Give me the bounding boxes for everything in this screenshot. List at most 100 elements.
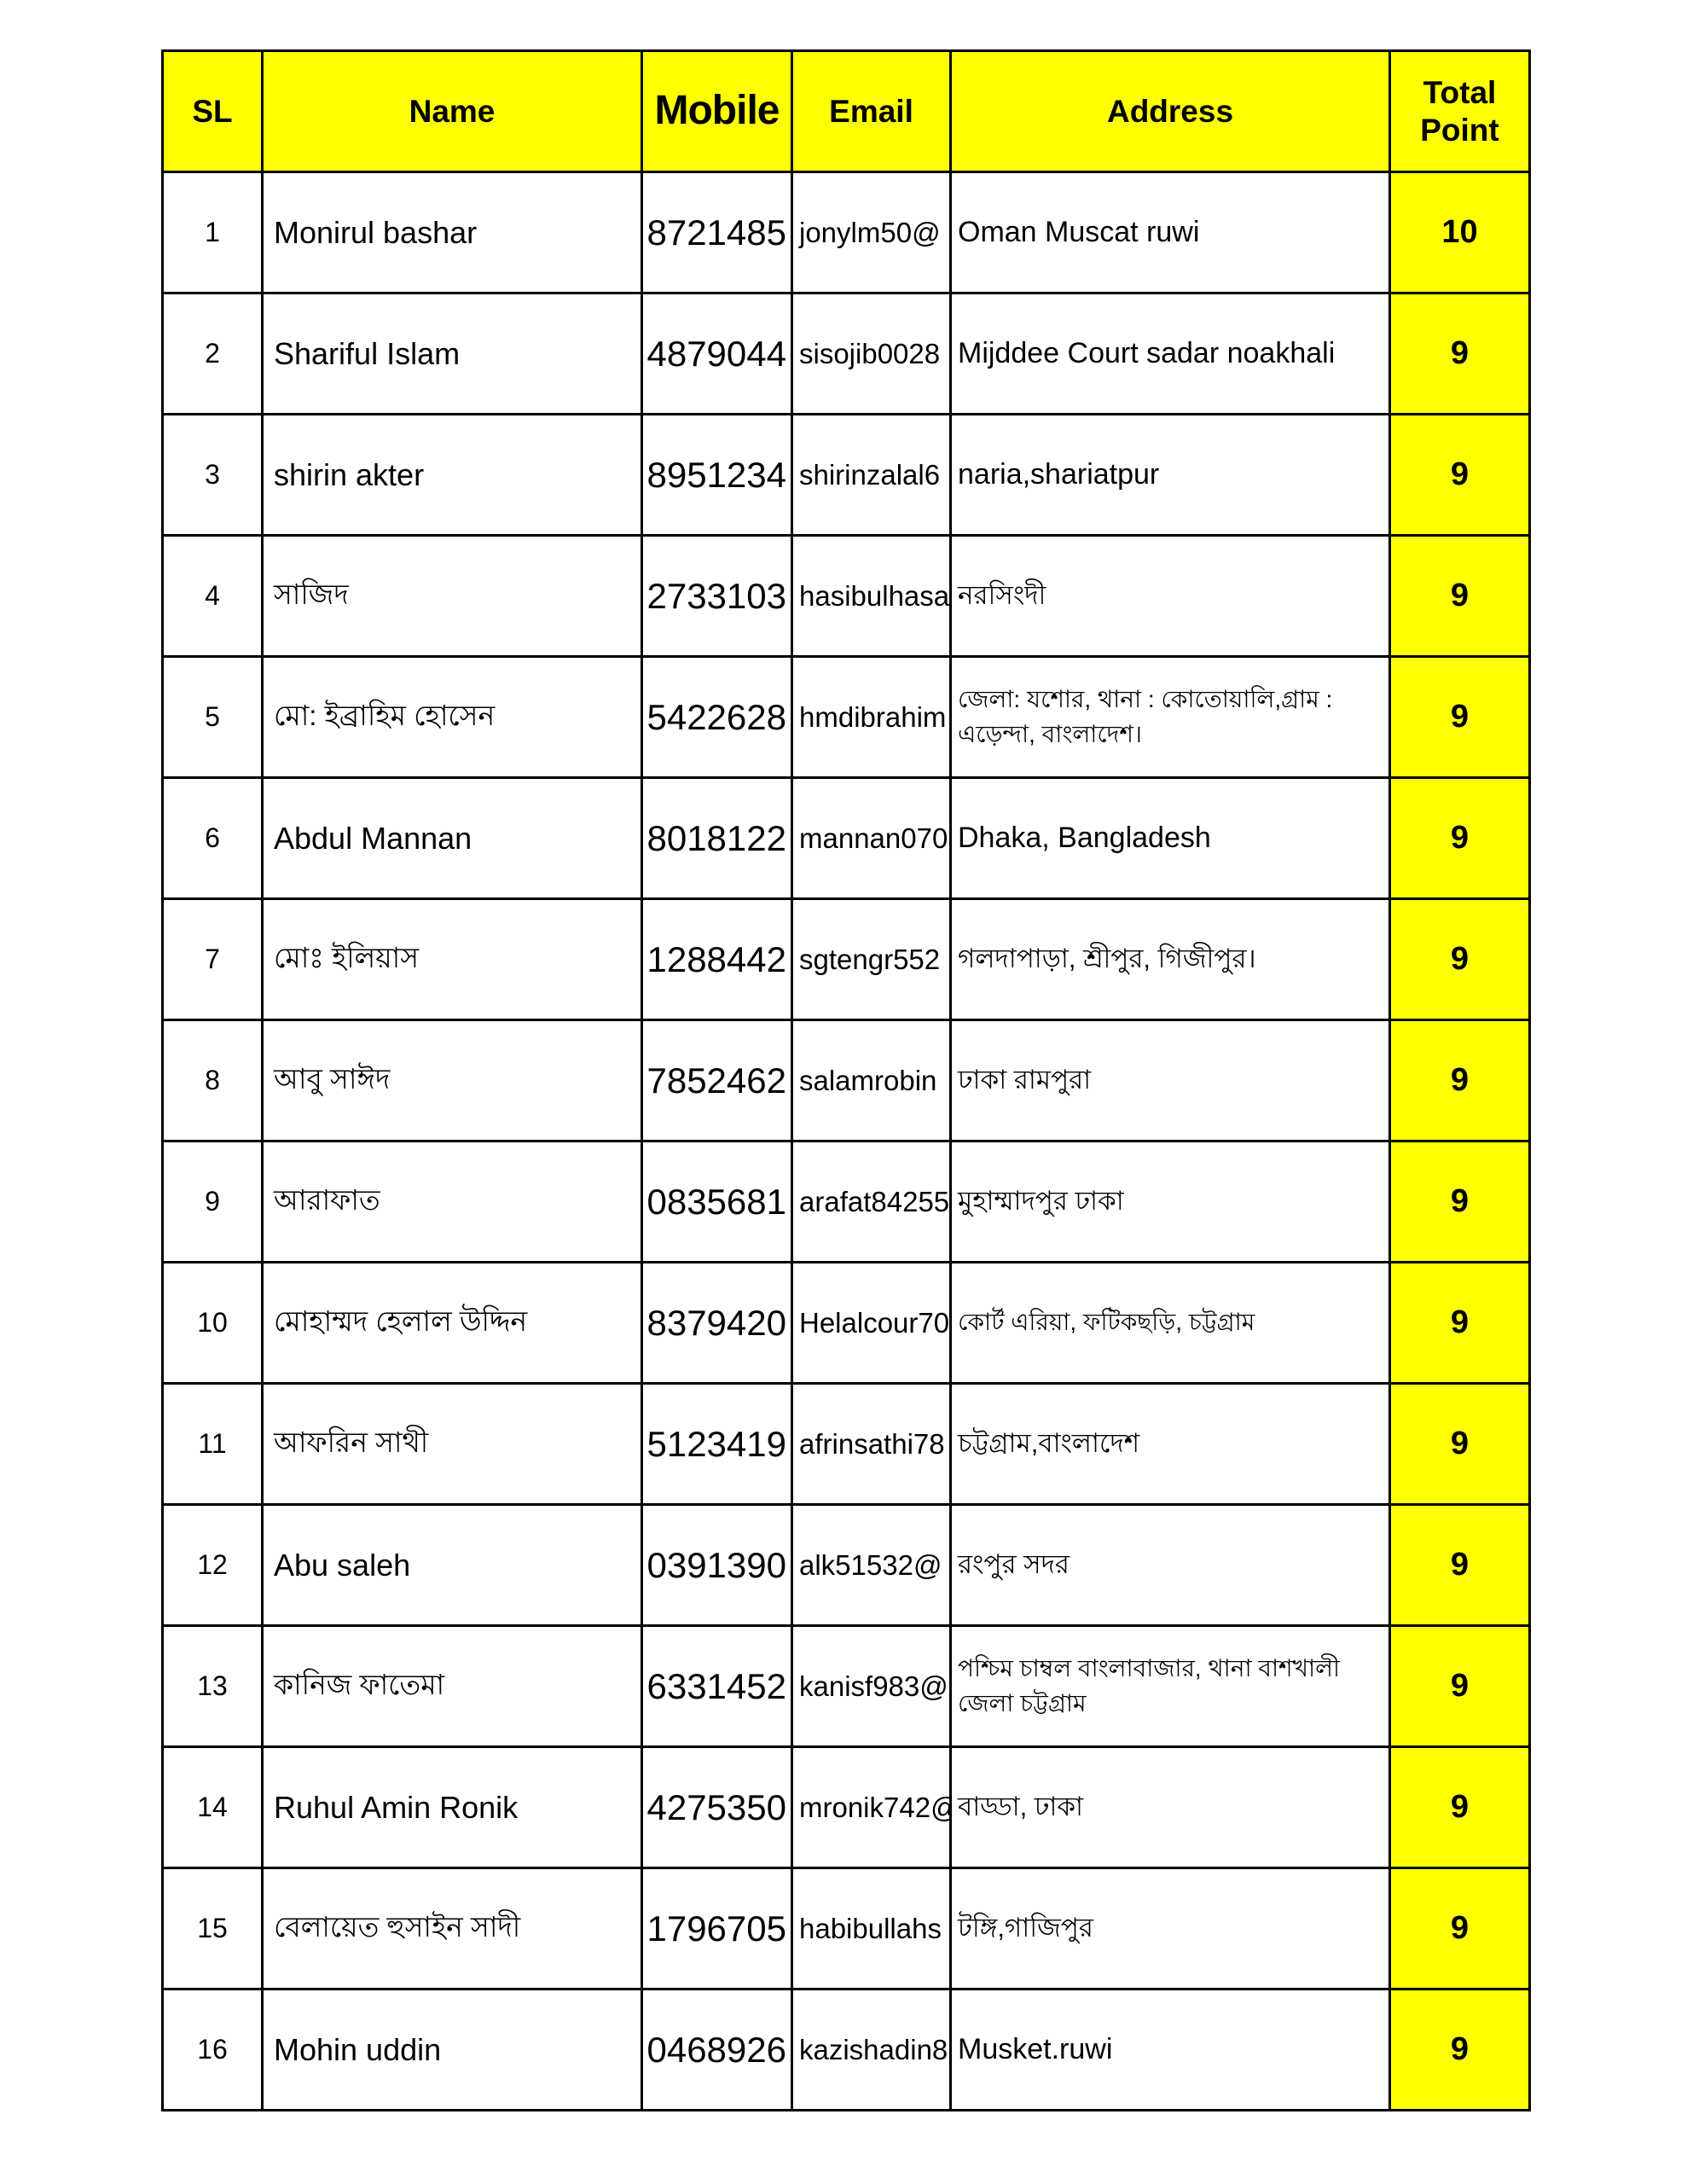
mobile-clip-region: 0835681 xyxy=(645,1144,790,1260)
cell-sl: 15 xyxy=(161,1867,264,1990)
cell-address: naria,shariatpur xyxy=(949,413,1391,537)
mobile-number: 5123419 xyxy=(646,1423,786,1464)
cell-name: Shariful Islam xyxy=(261,292,643,415)
mobile-number: 1288442 xyxy=(646,938,786,979)
cell-total-point: 10 xyxy=(1388,171,1531,294)
mobile-clip-region: 8951234 xyxy=(645,417,790,533)
cell-address: Dhaka, Bangladesh xyxy=(949,776,1391,900)
cell-name: মোঃ ইলিয়াস xyxy=(261,897,643,1021)
table-row: 10 মোহাম্মদ হেলাল উদ্দিন 8379420 Helalco… xyxy=(161,1261,1531,1385)
cell-mobile: 0391390 xyxy=(641,1503,793,1627)
cell-email: shirinzalal6 xyxy=(791,413,952,537)
cell-email: habibullahs xyxy=(791,1867,952,1990)
cell-mobile: 7852462 xyxy=(641,1019,793,1142)
cell-email: hasibulhasa xyxy=(791,534,952,658)
cell-mobile: 5123419 xyxy=(641,1382,793,1506)
cell-address: চট্টগ্রাম,বাংলাদেশ xyxy=(949,1382,1391,1506)
table-body: 1 Monirul bashar 8721485 jonylm50@ Oman … xyxy=(161,171,1531,2111)
cell-total-point: 9 xyxy=(1388,1624,1531,1748)
mobile-clip-region: 0468926 xyxy=(645,1992,790,2108)
cell-email: hmdibrahim xyxy=(791,655,952,779)
cell-email: sisojib0028 xyxy=(791,292,952,415)
mobile-number: 4879044 xyxy=(646,333,786,374)
cell-mobile: 5422628 xyxy=(641,655,793,779)
cell-sl: 7 xyxy=(161,897,264,1021)
cell-total-point: 9 xyxy=(1388,1261,1531,1385)
table-row: 16 Mohin uddin 0468926 kazishadin8 Muske… xyxy=(161,1988,1531,2111)
table-row: 2 Shariful Islam 4879044 sisojib0028 Mij… xyxy=(161,292,1531,415)
table-row: 15 বেলায়েত হুসাইন সাদী 1796705 habibull… xyxy=(161,1867,1531,1990)
table-row: 7 মোঃ ইলিয়াস 1288442 sgtengr552 গলদাপাড… xyxy=(161,897,1531,1021)
mobile-number: 8721485 xyxy=(646,212,786,253)
header-cell-sl: SL xyxy=(161,49,264,173)
mobile-clip-region: 4275350 xyxy=(645,1750,790,1866)
cell-email: arafat84255 xyxy=(791,1140,952,1263)
cell-sl: 10 xyxy=(161,1261,264,1385)
mobile-number: 8379420 xyxy=(646,1302,786,1343)
cell-email: mronik742@ xyxy=(791,1745,952,1869)
contacts-table: SL Name Mobile Email Address Total Point… xyxy=(161,49,1531,2111)
table-row: 8 আবু সাঈদ 7852462 salamrobin ঢাকা রামপু… xyxy=(161,1019,1531,1142)
cell-total-point: 9 xyxy=(1388,1988,1531,2111)
mobile-clip-region: 0391390 xyxy=(645,1507,790,1623)
cell-sl: 5 xyxy=(161,655,264,779)
header-cell-address: Address xyxy=(949,49,1391,173)
table-row: 11 আফরিন সাথী 5123419 afrinsathi78 চট্টগ… xyxy=(161,1382,1531,1506)
cell-address: কোর্ট এরিয়া, ফটিকছড়ি, চট্টগ্রাম xyxy=(949,1261,1391,1385)
table-row: 1 Monirul bashar 8721485 jonylm50@ Oman … xyxy=(161,171,1531,294)
cell-email: alk51532@ xyxy=(791,1503,952,1627)
cell-address: নরসিংদী xyxy=(949,534,1391,658)
cell-sl: 9 xyxy=(161,1140,264,1263)
cell-name: কানিজ ফাতেমা xyxy=(261,1624,643,1748)
table-row: 13 কানিজ ফাতেমা 6331452 kanisf983@ পশ্চি… xyxy=(161,1624,1531,1748)
cell-total-point: 9 xyxy=(1388,1382,1531,1506)
cell-name: Mohin uddin xyxy=(261,1988,643,2111)
cell-mobile: 4879044 xyxy=(641,292,793,415)
mobile-clip-region: 8721485 xyxy=(645,175,790,291)
cell-total-point: 9 xyxy=(1388,413,1531,537)
cell-address: বাড্ডা, ঢাকা xyxy=(949,1745,1391,1869)
cell-sl: 14 xyxy=(161,1745,264,1869)
cell-email: sgtengr552 xyxy=(791,897,952,1021)
cell-name: Abu saleh xyxy=(261,1503,643,1627)
cell-name: মোহাম্মদ হেলাল উদ্দিন xyxy=(261,1261,643,1385)
cell-email: kanisf983@ xyxy=(791,1624,952,1748)
header-cell-name: Name xyxy=(261,49,643,173)
mobile-clip-region: 4879044 xyxy=(645,296,790,412)
cell-sl: 13 xyxy=(161,1624,264,1748)
cell-mobile: 4275350 xyxy=(641,1745,793,1869)
cell-sl: 16 xyxy=(161,1988,264,2111)
cell-total-point: 9 xyxy=(1388,776,1531,900)
cell-total-point: 9 xyxy=(1388,1867,1531,1990)
mobile-number: 0468926 xyxy=(646,2029,786,2070)
mobile-number: 6331452 xyxy=(646,1665,786,1706)
cell-address: Musket.ruwi xyxy=(949,1988,1391,2111)
cell-name: আরাফাত xyxy=(261,1140,643,1263)
table-header: SL Name Mobile Email Address Total Point xyxy=(161,49,1531,173)
table-row: 14 Ruhul Amin Ronik 4275350 mronik742@ ব… xyxy=(161,1745,1531,1869)
mobile-clip-region: 7852462 xyxy=(645,1023,790,1139)
cell-name: সাজিদ xyxy=(261,534,643,658)
cell-address: মুহাম্মাদপুর ঢাকা xyxy=(949,1140,1391,1263)
cell-email: mannan070 xyxy=(791,776,952,900)
cell-mobile: 6331452 xyxy=(641,1624,793,1748)
cell-sl: 11 xyxy=(161,1382,264,1506)
cell-total-point: 9 xyxy=(1388,1019,1531,1142)
cell-mobile: 8951234 xyxy=(641,413,793,537)
cell-total-point: 9 xyxy=(1388,897,1531,1021)
cell-name: shirin akter xyxy=(261,413,643,537)
header-cell-email: Email xyxy=(791,49,952,173)
cell-total-point: 9 xyxy=(1388,534,1531,658)
cell-name: বেলায়েত হুসাইন সাদী xyxy=(261,1867,643,1990)
mobile-number: 7852462 xyxy=(646,1060,786,1101)
cell-mobile: 1796705 xyxy=(641,1867,793,1990)
cell-sl: 3 xyxy=(161,413,264,537)
cell-mobile: 8721485 xyxy=(641,171,793,294)
mobile-number: 4275350 xyxy=(646,1786,786,1827)
cell-address: রংপুর সদর xyxy=(949,1503,1391,1627)
cell-email: afrinsathi78 xyxy=(791,1382,952,1506)
cell-address: গলদাপাড়া, শ্রীপুর, গিজীপুর। xyxy=(949,897,1391,1021)
table-row: 4 সাজিদ 2733103 hasibulhasa নরসিংদী 9 xyxy=(161,534,1531,658)
cell-email: jonylm50@ xyxy=(791,171,952,294)
cell-address: Mijddee Court sadar noakhali xyxy=(949,292,1391,415)
